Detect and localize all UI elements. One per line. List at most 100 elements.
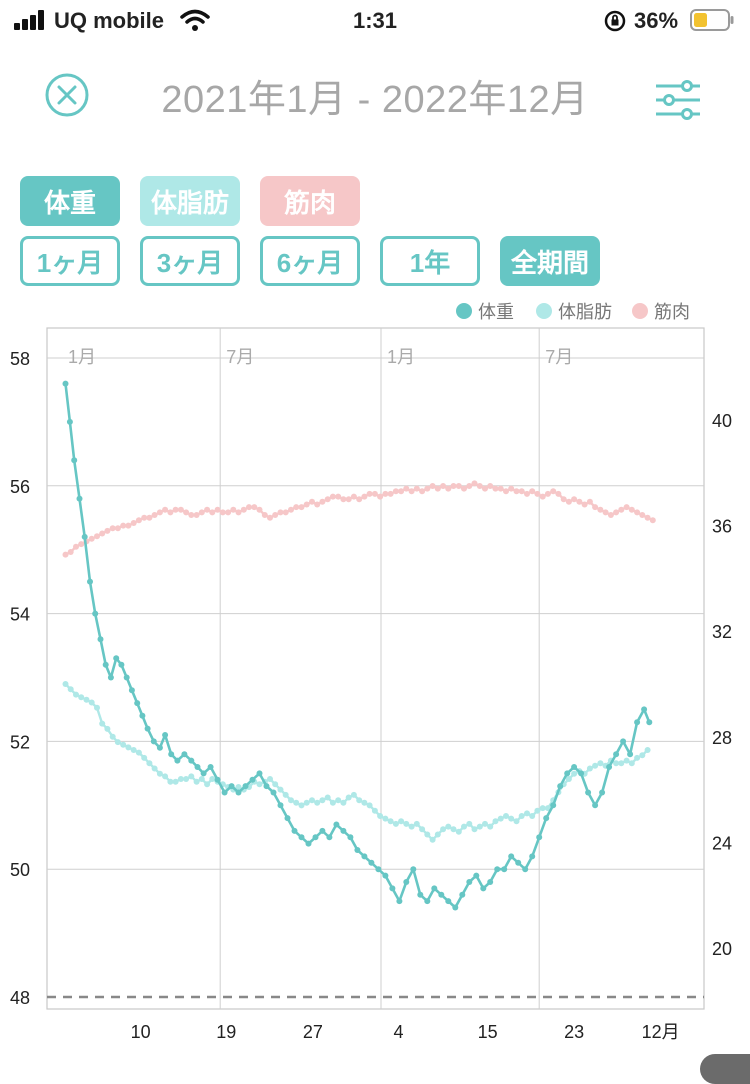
data-point: [450, 483, 457, 489]
data-point: [314, 799, 321, 806]
data-point: [150, 738, 157, 745]
data-point: [162, 773, 169, 780]
data-point: [293, 504, 300, 511]
data-point: [200, 770, 207, 777]
data-point: [482, 485, 488, 492]
data-point: [639, 512, 646, 518]
range-1-year[interactable]: 1年: [380, 236, 480, 286]
data-point: [235, 784, 242, 790]
toggle-body-fat[interactable]: 体脂肪: [140, 176, 240, 226]
data-point: [361, 799, 368, 806]
data-point: [270, 789, 277, 796]
data-point: [73, 691, 79, 698]
data-point: [599, 789, 606, 796]
data-point: [366, 490, 373, 497]
data-point: [524, 490, 530, 497]
data-point: [461, 823, 467, 830]
data-point: [618, 506, 625, 513]
data-point: [466, 820, 473, 827]
data-point: [534, 490, 541, 497]
month-label: 7月: [226, 347, 254, 367]
data-point: [167, 778, 174, 785]
range-3-months[interactable]: 3ヶ月: [140, 236, 240, 286]
data-point: [476, 823, 483, 830]
data-point: [272, 781, 279, 788]
data-point: [639, 752, 646, 759]
data-point: [204, 506, 211, 513]
data-point: [508, 815, 515, 822]
data-point: [377, 813, 384, 819]
data-point: [81, 533, 88, 540]
data-point: [455, 483, 462, 489]
data-point: [267, 514, 273, 521]
chart[interactable]: 体重 体脂肪 筋肉 48 50 52 54 56 58 20 24 28 32 36 40 1月 7月 1月…: [0, 295, 750, 1070]
x-tick-label: 4: [393, 1022, 403, 1042]
data-point: [440, 483, 447, 489]
data-point: [130, 747, 137, 753]
data-point: [536, 834, 543, 841]
data-point: [586, 765, 593, 772]
data-point: [597, 506, 604, 513]
range-1-month[interactable]: 1ヶ月: [20, 236, 120, 286]
data-point: [88, 699, 95, 706]
data-point: [225, 509, 232, 516]
data-point: [389, 885, 396, 892]
month-label: 1月: [68, 347, 96, 367]
data-point: [508, 853, 515, 860]
left-tick-label: 56: [10, 477, 30, 497]
data-point: [303, 501, 310, 508]
data-point: [424, 831, 431, 838]
data-point: [361, 853, 368, 860]
month-label: 7月: [545, 347, 573, 367]
data-point: [291, 827, 298, 834]
data-point: [413, 485, 420, 492]
data-point: [618, 760, 625, 767]
data-point: [272, 512, 279, 518]
data-point: [193, 778, 200, 785]
data-point: [613, 751, 620, 758]
data-point: [476, 483, 483, 489]
toggle-weight[interactable]: 体重: [20, 176, 120, 226]
signal-icon: [14, 10, 48, 30]
data-point: [228, 783, 235, 790]
data-point: [172, 506, 179, 513]
data-point: [585, 789, 592, 796]
data-point: [371, 807, 378, 814]
data-point: [641, 706, 648, 713]
close-button[interactable]: [44, 72, 90, 118]
data-point: [193, 512, 200, 518]
data-point: [120, 741, 127, 748]
data-point: [256, 770, 263, 777]
data-point: [413, 820, 420, 827]
data-point: [123, 674, 130, 681]
data-point: [183, 509, 190, 516]
data-point: [141, 754, 148, 761]
data-point: [256, 506, 263, 513]
data-point: [606, 764, 613, 770]
data-point: [466, 879, 473, 885]
data-point: [209, 776, 216, 782]
data-point: [207, 764, 214, 770]
data-point: [431, 885, 438, 892]
range-6-months[interactable]: 6ヶ月: [260, 236, 360, 286]
data-point: [251, 504, 258, 511]
data-point: [319, 797, 326, 804]
data-point: [497, 485, 504, 492]
assistive-touch-handle[interactable]: [700, 1054, 750, 1084]
data-point: [445, 898, 452, 905]
toggle-muscle[interactable]: 筋肉: [260, 176, 360, 226]
data-point: [263, 783, 270, 790]
sliders-icon[interactable]: [654, 80, 702, 120]
weight-chart[interactable]: 体重 体脂肪 筋肉 48 50 52 54 56 58 20 24 28 32 36 40 1月 7月 1月…: [0, 295, 750, 1070]
data-point: [455, 828, 462, 835]
data-point: [246, 504, 252, 511]
data-point: [62, 551, 69, 558]
data-point: [628, 506, 635, 513]
data-point: [634, 754, 641, 761]
range-all-period[interactable]: 全期間: [500, 236, 600, 286]
data-point: [284, 815, 291, 822]
data-point: [113, 655, 120, 662]
data-point: [261, 512, 268, 518]
data-point: [188, 757, 195, 764]
carrier-name: UQ mobile: [54, 8, 165, 33]
